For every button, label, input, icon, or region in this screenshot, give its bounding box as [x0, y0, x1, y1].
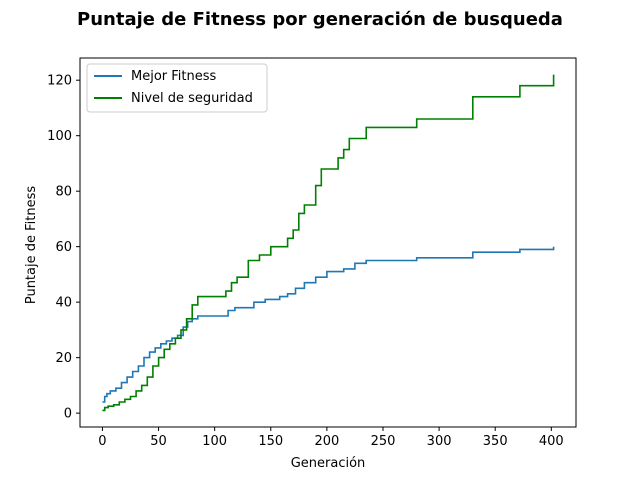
x-tick-label: 250	[371, 434, 396, 449]
series-line-nivel-de-seguridad	[102, 74, 555, 412]
series-layer	[102, 74, 555, 412]
y-tick-label: 0	[64, 407, 72, 422]
y-tick-label: 40	[55, 296, 72, 311]
x-tick-label: 300	[427, 434, 452, 449]
x-axis-ticks: 0 50 100 150 200 250 300 350 400	[98, 427, 564, 449]
x-tick-label: 100	[202, 434, 227, 449]
y-axis-label: Puntaje de Fitness	[24, 186, 39, 305]
legend-box	[86, 63, 268, 113]
chart-title: Puntaje de Fitness por generación de bus…	[77, 9, 563, 30]
legend: Mejor Fitness Nivel de seguridad	[86, 63, 268, 113]
series-line-mejor-fitness	[102, 246, 555, 403]
y-tick-label: 60	[55, 240, 72, 255]
axes-frame	[79, 57, 577, 428]
x-tick-label: 50	[150, 434, 167, 449]
legend-label-mejor-fitness: Mejor Fitness	[131, 69, 217, 84]
y-axis-ticks: 0 20 40 60 80 100 120	[47, 74, 80, 422]
x-tick-label: 400	[539, 434, 564, 449]
y-tick-label: 100	[47, 129, 72, 144]
legend-label-nivel-de-seguridad: Nivel de seguridad	[131, 91, 253, 106]
y-tick-label: 20	[55, 351, 72, 366]
x-tick-label: 200	[314, 434, 339, 449]
x-axis-label: Generación	[291, 456, 366, 471]
plot-area: 0 50 100 150 200 250 300 350 400 0 20 40 60 80 100 120	[47, 57, 577, 449]
x-tick-label: 350	[483, 434, 508, 449]
y-tick-label: 80	[55, 185, 72, 200]
x-tick-label: 0	[98, 434, 106, 449]
y-tick-label: 120	[47, 74, 72, 89]
x-tick-label: 150	[258, 434, 283, 449]
